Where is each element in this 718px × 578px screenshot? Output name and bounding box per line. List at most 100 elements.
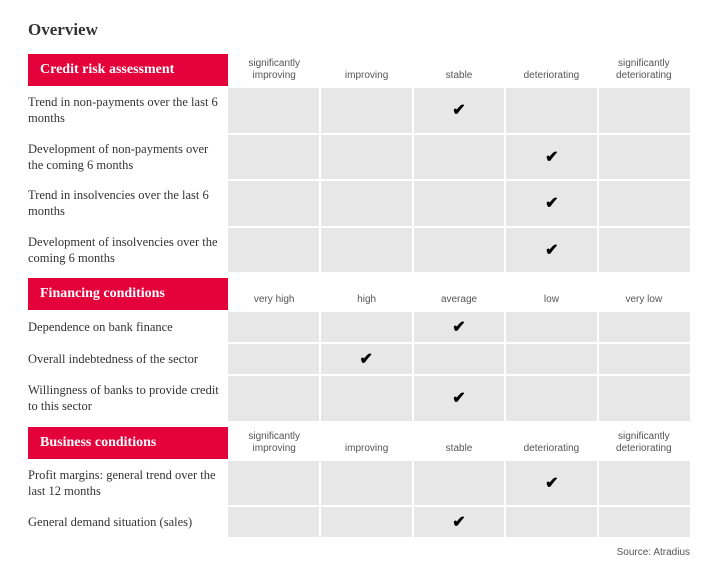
value-cell	[414, 461, 505, 506]
value-cell: ✔	[414, 376, 505, 421]
value-cell: ✔	[414, 88, 505, 133]
sections-container: Credit risk assessmentsignificantly impr…	[28, 54, 690, 537]
column-header: improving	[320, 427, 412, 459]
row-cells: ✔	[228, 181, 690, 226]
row-label: Development of non-payments over the com…	[28, 135, 228, 180]
row-label: Willingness of banks to provide credit t…	[28, 376, 228, 421]
table-row: Trend in non-payments over the last 6 mo…	[28, 88, 690, 133]
value-cell	[228, 507, 319, 537]
column-header: very high	[228, 278, 320, 310]
column-header: significantly deteriorating	[598, 427, 690, 459]
value-cell	[414, 228, 505, 273]
value-cell	[228, 181, 319, 226]
check-icon: ✔	[452, 317, 465, 337]
check-icon: ✔	[452, 512, 465, 532]
column-header: deteriorating	[505, 54, 597, 86]
value-cell	[228, 461, 319, 506]
value-cell	[321, 135, 412, 180]
value-cell	[599, 312, 690, 342]
value-cell	[414, 181, 505, 226]
column-header: deteriorating	[505, 427, 597, 459]
value-cell	[506, 376, 597, 421]
column-header: average	[413, 278, 505, 310]
value-cell	[321, 461, 412, 506]
row-label: Development of insolvencies over the com…	[28, 228, 228, 273]
assessment-section: Financing conditionsvery highhighaverage…	[28, 278, 690, 421]
check-icon: ✔	[452, 388, 465, 408]
value-cell	[599, 507, 690, 537]
row-label: Dependence on bank finance	[28, 312, 228, 342]
check-icon: ✔	[545, 147, 558, 167]
check-icon: ✔	[452, 100, 465, 120]
check-icon: ✔	[545, 473, 558, 493]
value-cell	[599, 461, 690, 506]
value-cell	[506, 312, 597, 342]
column-header: very low	[598, 278, 690, 310]
column-header: stable	[413, 54, 505, 86]
assessment-section: Credit risk assessmentsignificantly impr…	[28, 54, 690, 272]
value-cell	[321, 88, 412, 133]
row-label: Trend in insolvencies over the last 6 mo…	[28, 181, 228, 226]
value-cell: ✔	[321, 344, 412, 374]
row-label: Overall indebtedness of the sector	[28, 344, 228, 374]
section-title: Credit risk assessment	[28, 54, 228, 86]
check-icon: ✔	[545, 240, 558, 260]
value-cell	[228, 88, 319, 133]
column-header: significantly improving	[228, 54, 320, 86]
value-cell: ✔	[506, 228, 597, 273]
value-cell: ✔	[506, 135, 597, 180]
value-cell	[599, 344, 690, 374]
row-cells: ✔	[228, 461, 690, 506]
column-header: significantly deteriorating	[598, 54, 690, 86]
row-cells: ✔	[228, 135, 690, 180]
row-cells: ✔	[228, 228, 690, 273]
value-cell: ✔	[506, 461, 597, 506]
column-headers: very highhighaveragelowvery low	[228, 278, 690, 310]
column-header: stable	[413, 427, 505, 459]
value-cell	[321, 312, 412, 342]
table-row: Willingness of banks to provide credit t…	[28, 376, 690, 421]
source-attribution: Source: Atradius	[28, 547, 690, 558]
check-icon: ✔	[545, 193, 558, 213]
row-cells: ✔	[228, 507, 690, 537]
value-cell	[599, 181, 690, 226]
table-row: Development of insolvencies over the com…	[28, 228, 690, 273]
value-cell	[599, 88, 690, 133]
assessment-section: Business conditionssignificantly improvi…	[28, 427, 690, 538]
value-cell	[228, 228, 319, 273]
value-cell	[599, 376, 690, 421]
row-cells: ✔	[228, 344, 690, 374]
value-cell	[414, 135, 505, 180]
row-cells: ✔	[228, 376, 690, 421]
check-icon: ✔	[359, 349, 372, 369]
page-title: Overview	[28, 20, 690, 40]
section-title: Financing conditions	[28, 278, 228, 310]
value-cell	[228, 312, 319, 342]
table-row: Development of non-payments over the com…	[28, 135, 690, 180]
value-cell	[321, 507, 412, 537]
value-cell	[321, 181, 412, 226]
row-cells: ✔	[228, 88, 690, 133]
column-headers: significantly improvingimprovingstablede…	[228, 54, 690, 86]
table-row: General demand situation (sales)✔	[28, 507, 690, 537]
table-row: Profit margins: general trend over the l…	[28, 461, 690, 506]
column-header: high	[320, 278, 412, 310]
value-cell	[228, 376, 319, 421]
table-row: Overall indebtedness of the sector ✔	[28, 344, 690, 374]
value-cell: ✔	[506, 181, 597, 226]
value-cell	[599, 228, 690, 273]
section-header-row: Financing conditionsvery highhighaverage…	[28, 278, 690, 310]
section-header-row: Credit risk assessmentsignificantly impr…	[28, 54, 690, 86]
value-cell	[599, 135, 690, 180]
value-cell	[228, 344, 319, 374]
column-header: low	[505, 278, 597, 310]
column-header: significantly improving	[228, 427, 320, 459]
value-cell: ✔	[414, 507, 505, 537]
value-cell	[506, 344, 597, 374]
row-cells: ✔	[228, 312, 690, 342]
table-row: Dependence on bank finance ✔	[28, 312, 690, 342]
section-header-row: Business conditionssignificantly improvi…	[28, 427, 690, 459]
value-cell	[228, 135, 319, 180]
column-headers: significantly improvingimprovingstablede…	[228, 427, 690, 459]
value-cell	[506, 507, 597, 537]
